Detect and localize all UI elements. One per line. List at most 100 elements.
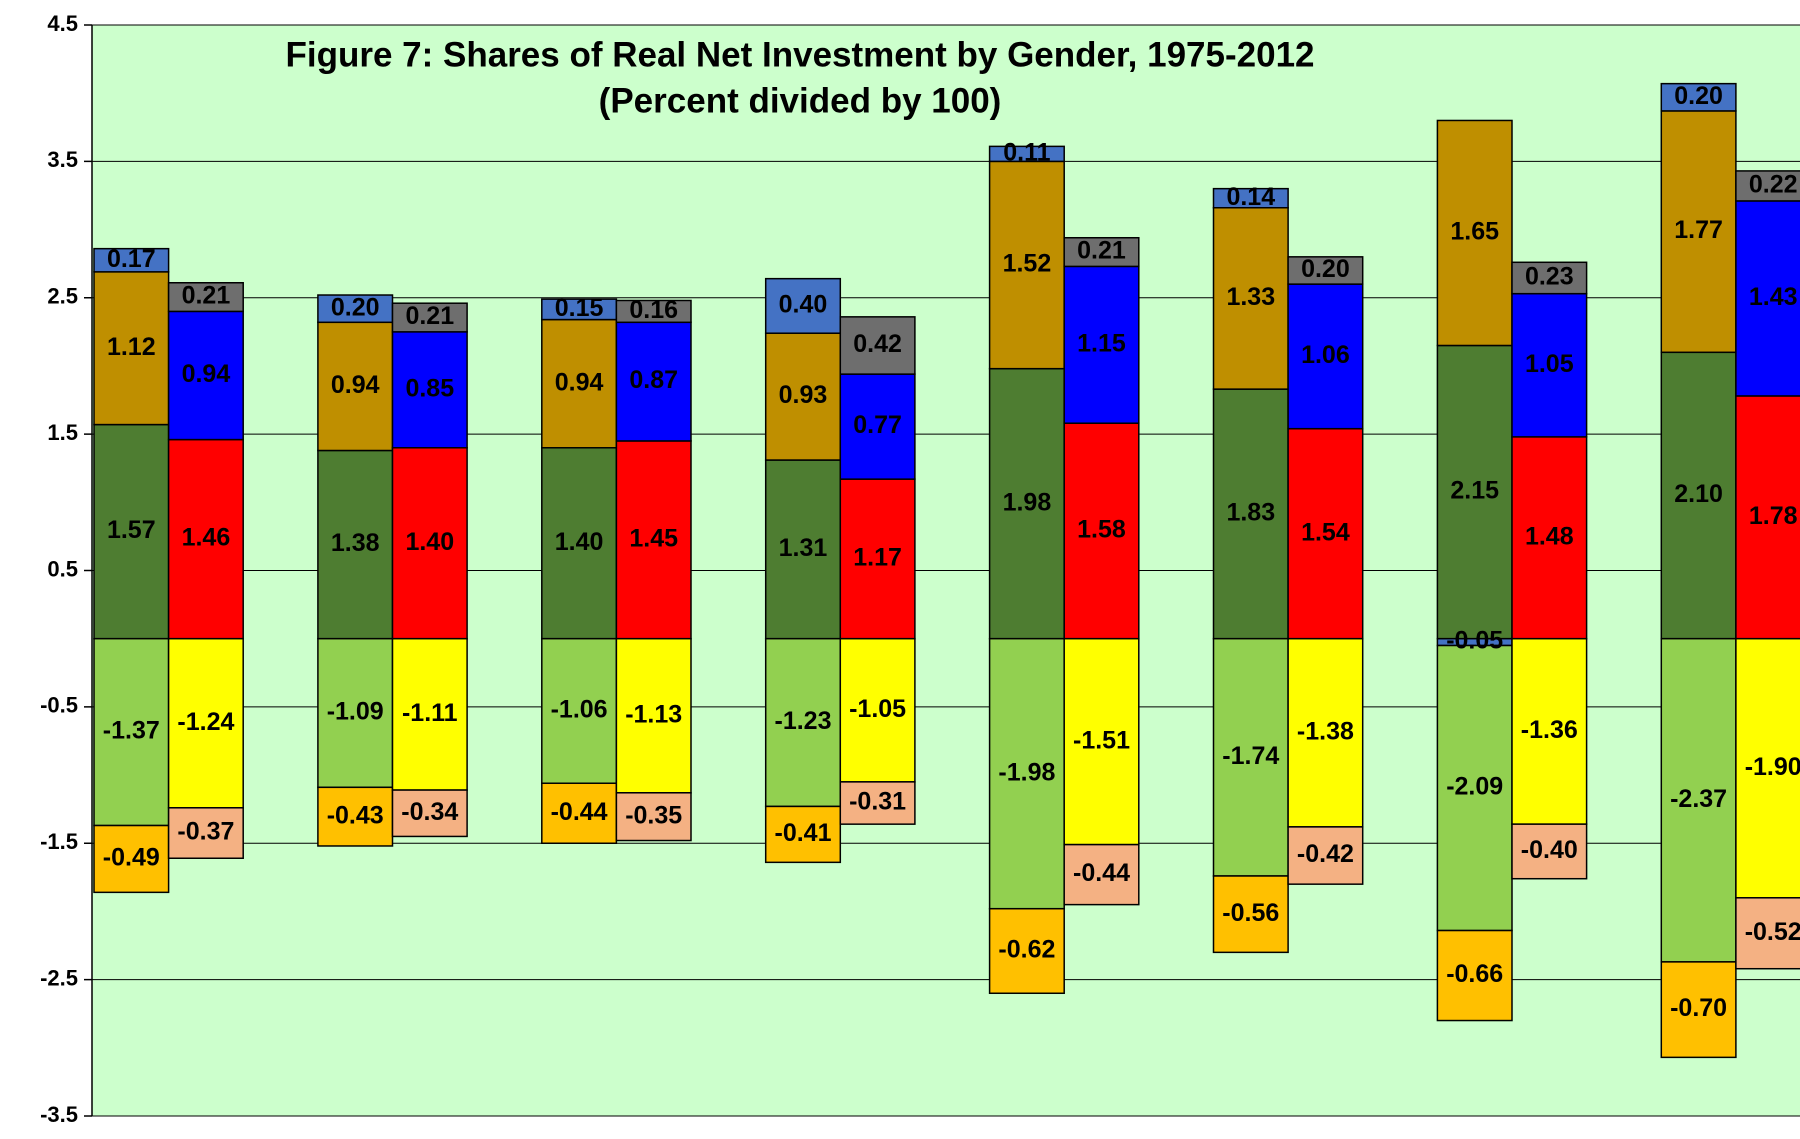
data-label: -1.11 [402,699,458,727]
data-label: 2.10 [1674,480,1723,508]
data-label: 0.21 [182,282,231,310]
bar-segment [615,637,692,794]
y-tick-label: 2.5 [47,284,78,309]
data-label: -1.13 [625,700,682,728]
bar-segment [1735,200,1800,397]
y-tick-label: -1.5 [40,829,78,854]
y-tick-label: -3.5 [40,1102,78,1127]
bar-segment [541,447,618,640]
data-label: 0.21 [405,302,454,330]
bar-segment [391,789,468,838]
data-label: -0.35 [625,801,682,829]
bar-segment [93,824,170,894]
bar-segment [1212,637,1289,877]
data-label: 1.38 [331,529,380,557]
bar-segment [764,277,842,334]
data-label: 1.05 [1525,350,1574,378]
bar-segment [1436,929,1513,1022]
data-label: -1.05 [849,695,906,723]
data-label: 0.94 [331,371,380,399]
data-label: -0.56 [1222,899,1279,927]
data-label: -1.51 [1073,726,1130,754]
data-label: 1.40 [405,528,454,556]
bar-segment [1287,826,1364,885]
data-label: 1.65 [1450,218,1499,246]
bar-segment [1735,395,1800,640]
bar-segment [1436,644,1513,932]
bar-segment [1063,236,1140,268]
bar-segment [839,781,916,825]
data-label: 0.42 [853,330,902,358]
bar-segment [1063,422,1140,640]
data-label: -0.66 [1446,960,1503,988]
bar-segment [839,637,916,783]
data-label: -0.05 [1446,627,1503,655]
data-label: -0.31 [849,788,906,816]
data-label: 0.21 [1077,237,1126,265]
data-label: -2.37 [1670,785,1727,813]
bar-segment [839,373,916,480]
bar-segment [1287,256,1364,285]
bar-segment [1287,427,1364,640]
data-label: -1.06 [551,696,608,724]
data-label: 0.17 [107,245,156,273]
data-label: 0.85 [405,374,454,402]
bar-segment [167,281,244,313]
y-tick-label: 1.5 [47,420,78,445]
bar-segment [1660,961,1737,1059]
data-label: -1.98 [998,758,1055,786]
data-label: 1.48 [1525,522,1574,550]
bar-segment [839,316,916,375]
data-label: 1.83 [1226,499,1275,527]
data-label: 1.40 [555,528,604,556]
data-label: 0.22 [1749,171,1798,199]
data-label: 1.15 [1077,329,1126,357]
data-label: -0.49 [103,844,160,872]
bar-segment [167,637,244,809]
bar-segment [541,318,618,449]
bar-segment [1511,292,1588,438]
data-label: 1.31 [779,534,828,562]
data-label: -0.44 [1073,859,1130,887]
bar-segment [317,321,394,452]
bar-segment [988,145,1065,163]
bar-segment [988,160,1065,370]
data-label: 0.14 [1226,183,1275,211]
marks: -3.5 -2.5 -1.5 -0.5 0.5 1.5 2.5 3.5 4.5 1.57 1.12 0… [40,11,1800,1127]
bar-segment [615,321,692,442]
data-label: -0.44 [551,798,608,826]
data-label: 0.16 [629,296,678,324]
bar-segment [988,367,1065,640]
y-tick-label: 4.5 [47,11,78,36]
data-label: -0.52 [1745,918,1800,946]
data-label: 2.15 [1450,477,1499,505]
data-label: 0.93 [779,381,828,409]
data-label: 0.23 [1525,263,1574,291]
data-label: 1.43 [1749,283,1798,311]
data-label: -1.24 [177,708,234,736]
data-label: -1.37 [103,717,160,745]
data-label: 0.77 [853,411,902,439]
data-label: -1.90 [1745,753,1800,781]
y-tick-label: 3.5 [47,147,78,172]
bar-segment [317,637,394,789]
data-label: -0.70 [1670,994,1727,1022]
data-label: -1.74 [1222,742,1279,770]
data-label: -1.38 [1297,717,1354,745]
data-label: 1.06 [1301,341,1350,369]
y-tick-label: -0.5 [40,693,78,718]
data-label: -0.37 [177,818,234,846]
data-label: 0.87 [629,366,678,394]
data-label: 0.20 [1301,255,1350,283]
bar-segment [1660,637,1737,963]
bar-segment [167,310,244,441]
bar-segment [93,247,170,273]
bar-segment [167,807,244,860]
data-label: -0.42 [1297,840,1354,868]
bar-segment [93,637,170,827]
data-label: 1.46 [182,524,231,552]
data-label: -1.09 [327,698,384,726]
bar-segment [1212,388,1289,640]
